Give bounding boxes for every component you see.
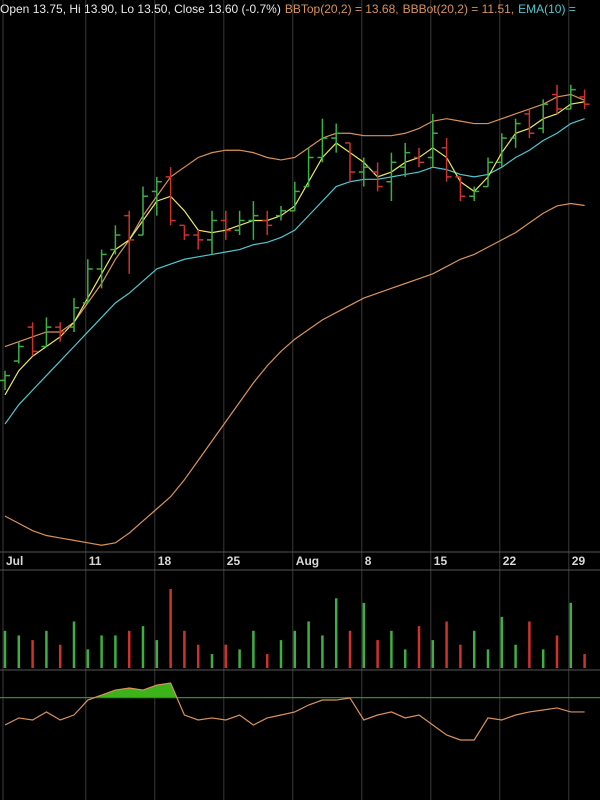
header: Open 13.75, Hi 13.90, Lo 13.50, Close 13… (0, 2, 576, 16)
x-tick-label: 15 (434, 554, 448, 568)
grid: Jul 11 18 25 Aug 8 15 22 29 (2, 0, 586, 800)
volume-panel (3, 588, 586, 668)
price-panel (0, 84, 590, 546)
oscillator-line (4, 682, 585, 741)
x-tick-label: Aug (296, 554, 319, 568)
x-tick-label: 11 (89, 554, 102, 568)
oscillator-panel (0, 682, 600, 741)
x-tick-label: 18 (158, 554, 172, 568)
header-text: Open 13.75, Hi 13.90, Lo 13.50, Close 13… (0, 2, 281, 16)
header-text: EMA(10) = (518, 2, 576, 16)
oscillator-fill (5, 683, 585, 698)
x-tick-label: 22 (503, 554, 517, 568)
x-tick-label: 8 (365, 554, 372, 568)
indicator-line (4, 202, 585, 546)
x-tick-label: Jul (6, 554, 23, 568)
header-text: BBTop(20,2) = 13.68, (285, 2, 399, 16)
header-text: BBBot(20,2) = 11.51, (403, 2, 515, 16)
x-tick-label: 29 (572, 554, 586, 568)
x-tick-label: 25 (227, 554, 241, 568)
